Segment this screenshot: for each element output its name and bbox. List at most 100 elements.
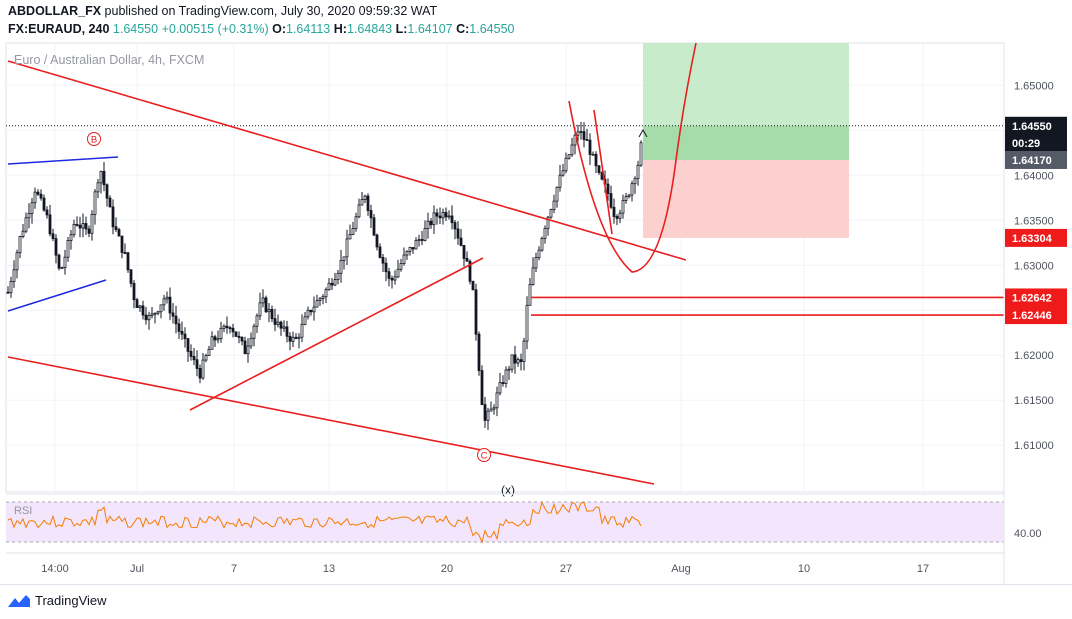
candle-down [330,282,334,286]
candle-up [576,131,580,136]
tradingview-logo[interactable]: TradingView [8,593,107,608]
candle-up [297,336,301,339]
candle-up [525,304,529,342]
profit-zone-filled [643,125,849,160]
candle-up [165,296,169,300]
price-axis-label: 1.62642 [1012,292,1052,304]
candle-down [465,258,469,262]
candle-up [312,306,316,313]
x-tick-label: 20 [441,563,453,575]
candle-up [561,170,565,176]
price-axis-label: 1.63304 [1012,233,1053,245]
candle-up [546,216,550,229]
loss-zone [643,159,849,238]
candle-up [162,298,166,306]
candle-down [237,335,241,338]
candle-up [306,309,310,318]
candle-up [486,410,490,421]
candle-down [612,206,616,217]
candle-up [573,134,577,146]
candle-up [252,325,256,339]
candle-down [243,340,247,355]
wave-x-label: (x) [501,483,515,497]
position-zones [6,43,1004,238]
candle-up [633,178,637,185]
candle-up [579,131,583,134]
candle-up [396,268,400,278]
candle-up [630,183,634,196]
candle-up [402,254,406,264]
candle-down [75,223,79,226]
profit-zone [643,43,849,126]
y-tick-label: 1.61500 [1014,395,1054,407]
candle-up [159,304,163,313]
cup-curve [568,42,697,273]
candle-up [336,272,340,281]
candle-up [246,345,250,355]
rsi-label: RSI [14,505,32,517]
candle-down [453,222,457,230]
candle-down [189,350,193,357]
candle-up [405,250,409,256]
candle-up [351,228,355,235]
candle-up [150,313,154,316]
candle-up [534,257,538,269]
candle-down [48,214,52,235]
candle-up [342,256,346,261]
price-label-bg [1005,228,1067,247]
candle-up [207,348,211,356]
candle-down [135,299,139,308]
upper-trendline [7,60,687,261]
candle-down [480,370,484,406]
candle-up [570,144,574,156]
candle-down [438,215,442,219]
candle-down [372,217,376,236]
symbol-label[interactable]: FX:EURAUD, 240 [8,22,110,36]
candle-up [447,215,451,218]
candle-down [78,224,82,229]
plot-frame [5,42,1005,493]
author-name[interactable]: ABDOLLAR_FX [8,4,102,18]
candle-up [18,236,22,254]
cup-inner-line [593,109,613,235]
y-tick-label: 1.63000 [1014,260,1054,272]
candle-down [270,308,274,320]
x-tick-label: 14:00 [41,563,69,575]
candle-down [102,171,106,186]
candle-down [231,327,235,333]
candle-down [606,183,610,194]
candle-down [123,252,127,254]
y-tick-label: 1.63500 [1014,215,1054,227]
price-axis-label: 00:29 [1012,138,1040,150]
candle-down [129,269,133,284]
candle-down [240,336,244,342]
candle-up [417,239,421,242]
candle-down [309,309,313,313]
candle-up [639,142,643,166]
candle-up [9,281,13,293]
candle-up [363,195,367,201]
candle-down [195,359,199,369]
footer: TradingView [0,584,1072,619]
candle-down [225,325,229,329]
candle-down [429,220,433,226]
candle-up [345,238,349,258]
candle-down [615,216,619,219]
candle-up [60,267,64,269]
candle-down [585,139,589,141]
candle-up [210,336,214,350]
blue-lower-line [7,279,107,312]
candle-down [594,153,598,167]
candle-down [435,212,439,217]
candle-up [276,321,280,325]
chart-axes: 1.650001.645001.640001.635001.630001.625… [6,43,1067,584]
candle-up [339,260,343,274]
candle-down [513,354,517,364]
candle-up [510,354,514,370]
candle-up [567,154,571,159]
x-tick-label: 13 [323,563,335,575]
blue-upper-line [7,156,119,165]
candle-down [51,233,55,240]
candle-up [324,289,328,298]
